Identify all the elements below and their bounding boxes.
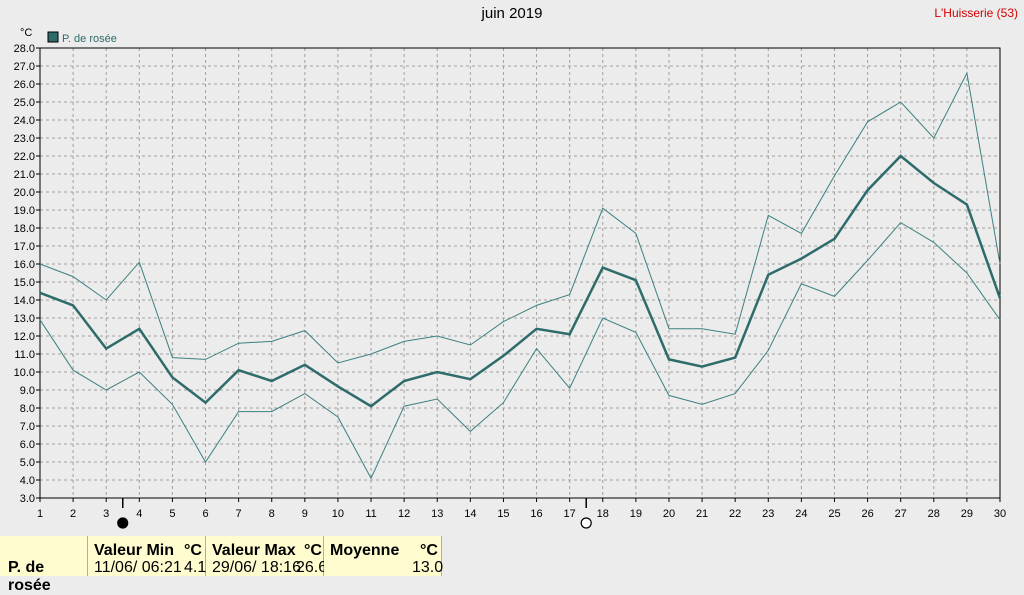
y-tick-label: 6.0 — [20, 439, 35, 451]
x-tick-label: 25 — [828, 508, 840, 520]
axis-layer: 3.0 4.0 5.0 6.0 7.0 8.0 9.0 10.0 11.0 12.0 13.0 14.… — [14, 27, 1007, 520]
stats-max-header: Valeur Max — [212, 542, 296, 559]
chart-svg: 3.0 4.0 5.0 6.0 7.0 8.0 9.0 10.0 11.0 12.0 13.0 14.… — [14, 27, 1007, 529]
stats-min-value: 4.1 — [184, 559, 207, 576]
x-tick-label: 9 — [302, 508, 308, 520]
y-tick-label: 27.0 — [14, 61, 35, 73]
stats-mean-unit: °C — [420, 542, 438, 559]
x-tick-label: 23 — [762, 508, 774, 520]
x-tick-label: 20 — [663, 508, 675, 520]
legend: P. de rosée — [47, 31, 117, 45]
y-tick-label: 14.0 — [14, 295, 35, 307]
stats-mean-cell: Moyenne °C 13.0 — [324, 536, 444, 576]
stats-series-cell: P. de rosée — [0, 536, 88, 594]
y-tick-label: 13.0 — [14, 313, 35, 325]
y-tick-label: 26.0 — [14, 79, 35, 91]
x-tick-label: 17 — [564, 508, 576, 520]
x-tick-label: 22 — [729, 508, 741, 520]
x-tick-label: 3 — [103, 508, 109, 520]
y-tick-label: 15.0 — [14, 277, 35, 289]
y-tick-label: 10.0 — [14, 367, 35, 379]
station-name: L'Huisserie (53) — [934, 6, 1018, 20]
moon-layer — [117, 498, 592, 529]
x-tick-label: 2 — [70, 508, 76, 520]
plot-frame — [39, 47, 1001, 499]
x-tick-label: 8 — [269, 508, 275, 520]
stats-max-cell: Valeur Max °C 29/06/ 18:16 26.6 — [206, 536, 328, 576]
series-line-min — [39, 221, 1001, 480]
series-line-mean — [39, 154, 1002, 408]
full-moon-icon — [580, 517, 592, 529]
x-tick-label: 29 — [961, 508, 973, 520]
stats-mean-value: 13.0 — [412, 559, 444, 576]
x-tick-label: 6 — [202, 508, 208, 520]
y-tick-label: 7.0 — [20, 421, 35, 433]
x-tick-label: 7 — [236, 508, 242, 520]
stats-min-unit: °C — [184, 542, 202, 559]
stats-max-datetime: 29/06/ 18:16 — [212, 559, 301, 576]
y-tick-label: 12.0 — [14, 331, 35, 343]
x-tick-label: 10 — [332, 508, 344, 520]
plot-area — [40, 48, 1000, 498]
x-tick-label: 14 — [464, 508, 476, 520]
x-tick-label: 27 — [895, 508, 907, 520]
x-tick-label: 16 — [530, 508, 542, 520]
y-tick-label: 21.0 — [14, 169, 35, 181]
y-tick-label: 25.0 — [14, 97, 35, 109]
x-tick-label: 24 — [795, 508, 807, 520]
stats-footer: P. de rosée Valeur Min °C 11/06/ 06:21 4… — [0, 536, 1024, 594]
stats-mean-header: Moyenne — [330, 542, 400, 559]
y-tick-label: 18.0 — [14, 223, 35, 235]
x-tick-label: 15 — [497, 508, 509, 520]
x-tick-label: 11 — [365, 508, 376, 520]
legend-swatch — [47, 31, 59, 43]
x-tick-label: 26 — [861, 508, 873, 520]
new-moon-icon — [117, 517, 129, 529]
y-tick-label: 4.0 — [20, 475, 35, 487]
y-tick-label: 19.0 — [14, 205, 35, 217]
x-tick-label: 4 — [136, 508, 142, 520]
y-tick-label: 16.0 — [14, 259, 35, 271]
y-tick-label: 5.0 — [20, 457, 35, 469]
y-tick-label: 20.0 — [14, 187, 35, 199]
stats-max-value: 26.6 — [296, 559, 328, 576]
legend-label: P. de rosée — [62, 33, 117, 45]
x-tick-label: 21 — [696, 508, 708, 520]
x-tick-label: 5 — [169, 508, 175, 520]
y-tick-label: 28.0 — [14, 43, 35, 55]
stats-min-cell: Valeur Min °C 11/06/ 06:21 4.1 — [88, 536, 206, 576]
stats-min-datetime: 11/06/ 06:21 — [94, 559, 182, 576]
series-line-max — [39, 71, 1001, 364]
series-layer — [39, 71, 1002, 480]
y-tick-label: 24.0 — [14, 115, 35, 127]
y-tick-label: 17.0 — [14, 241, 35, 253]
x-tick-label: 28 — [928, 508, 940, 520]
y-axis-unit: °C — [20, 27, 32, 39]
x-tick-label: 19 — [630, 508, 642, 520]
x-tick-label: 18 — [597, 508, 609, 520]
y-tick-label: 9.0 — [20, 385, 35, 397]
grid-layer — [40, 48, 1000, 498]
stats-max-unit: °C — [304, 542, 322, 559]
chart-title: juin 2019 — [481, 5, 543, 22]
y-tick-label: 23.0 — [14, 133, 35, 145]
x-tick-label: 12 — [398, 508, 410, 520]
x-tick-label: 13 — [431, 508, 443, 520]
y-tick-label: 11.0 — [14, 349, 35, 361]
y-tick-label: 22.0 — [14, 151, 35, 163]
y-tick-label: 8.0 — [20, 403, 35, 415]
y-tick-label: 3.0 — [20, 493, 35, 505]
stats-min-header: Valeur Min — [94, 542, 175, 559]
x-tick-label: 30 — [994, 508, 1006, 520]
stats-series-name: P. de rosée — [8, 559, 51, 594]
x-tick-label: 1 — [37, 508, 43, 520]
